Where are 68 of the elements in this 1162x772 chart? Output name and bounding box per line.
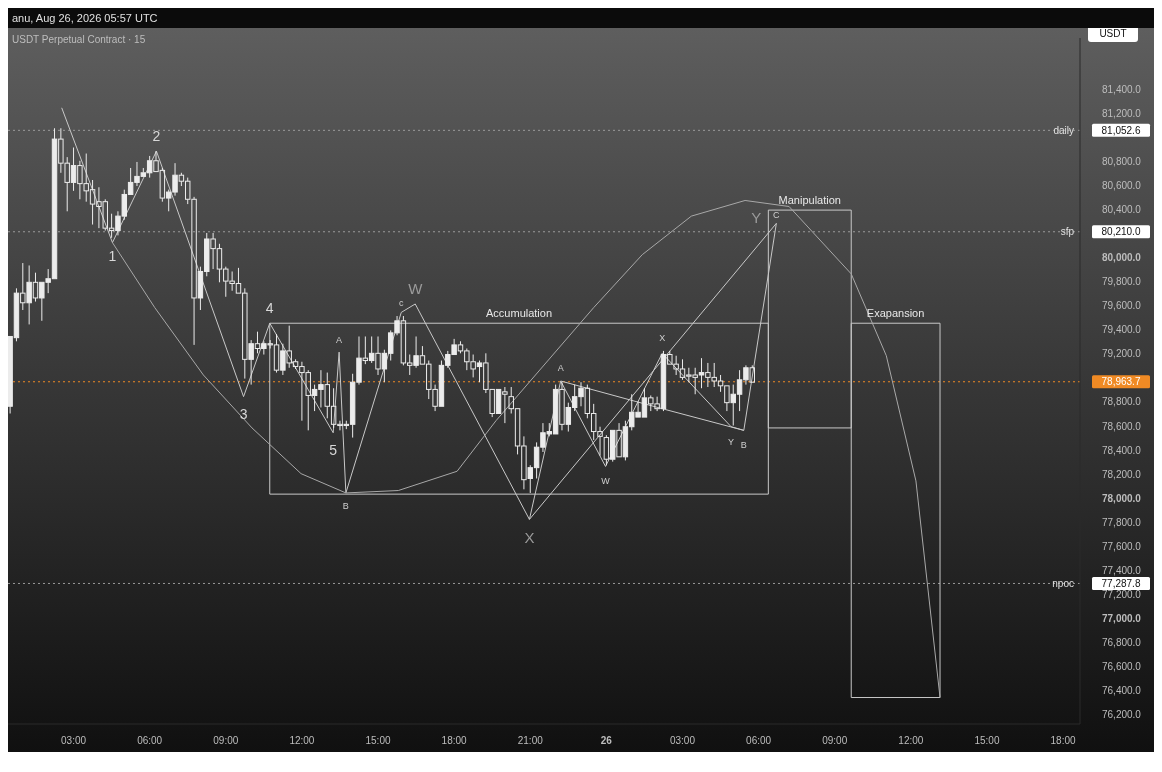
y-tick-label: 77,287.8 (1101, 577, 1141, 589)
annotation: 2 (152, 128, 161, 145)
annotation: B (342, 500, 349, 511)
y-tick-label: 80,600.0 (1102, 179, 1142, 191)
annotation: B (740, 440, 747, 451)
x-tick-label: 03:00 (61, 735, 87, 746)
chart-subtitle: anu, Aug 26, 2026 05:57 UTC (11, 11, 159, 26)
y-tick-label: 81,200.0 (1102, 107, 1142, 119)
y-tick-label: 81,400.0 (1102, 83, 1142, 95)
y-tick-label: 78,200.0 (1102, 468, 1142, 480)
annotation: c (399, 298, 405, 309)
x-tick-label: 12:00 (289, 735, 315, 746)
annotation: W (408, 279, 424, 297)
x-tick-label: 06:00 (137, 735, 163, 746)
annotation: 5 (329, 441, 338, 458)
chart-title: USDT Perpetual Contract · 15 (12, 34, 146, 45)
x-tick-label: 09:00 (822, 735, 848, 746)
y-tick-label: 76,600.0 (1102, 661, 1142, 673)
y-tick-label: 78,963.7 (1101, 376, 1141, 388)
y-tick-label: 78,000.0 (1102, 492, 1142, 504)
y-tick-label: 76,400.0 (1102, 685, 1142, 697)
x-tick-label: 09:00 (213, 735, 239, 746)
y-tick-label: 79,400.0 (1102, 324, 1142, 336)
y-tick-label: 77,600.0 (1102, 540, 1142, 552)
y-tick-label: 77,800.0 (1102, 516, 1142, 528)
y-tick-label: 78,800.0 (1102, 396, 1142, 408)
x-tick-label: 06:00 (746, 735, 772, 746)
x-tick-label: 18:00 (1050, 735, 1077, 746)
y-tick-label: 80,400.0 (1102, 203, 1142, 215)
y-tick-label: 77,400.0 (1102, 564, 1142, 576)
y-tick-label: 79,200.0 (1102, 348, 1142, 360)
x-tick-label: 12:00 (898, 735, 924, 746)
y-tick-label: 79,600.0 (1102, 300, 1142, 312)
y-tick-label: 78,600.0 (1102, 420, 1142, 432)
x-tick-label: 03:00 (669, 735, 696, 746)
y-tick-label: 79,800.0 (1102, 276, 1142, 288)
y-axis-title: USDT (1099, 28, 1127, 39)
y-tick-label: 77,200.0 (1102, 589, 1142, 601)
annotation: 3 (239, 405, 248, 422)
ref-line-label: daily (1053, 124, 1074, 136)
y-tick-label: 76,200.0 (1102, 709, 1142, 721)
annotation: A (557, 363, 564, 373)
annotation: 4 (265, 300, 274, 317)
annotation: Y (728, 436, 735, 447)
y-tick-label: 77,000.0 (1102, 613, 1142, 625)
ref-line-label: npoc (1052, 577, 1074, 589)
x-tick-label: 26 (600, 735, 613, 746)
y-tick-label: 80,800.0 (1102, 155, 1142, 167)
y-tick-label: 76,800.0 (1102, 637, 1142, 649)
annotation: Y (751, 209, 762, 227)
x-tick-label: 21:00 (517, 735, 544, 746)
x-tick-label: 15:00 (365, 735, 391, 746)
x-tick-label: 18:00 (441, 735, 468, 746)
annotation: Manipulation (778, 194, 841, 207)
annotation: C (773, 210, 781, 221)
annotation: X (524, 529, 535, 547)
y-tick-label: 80,000.0 (1102, 252, 1142, 264)
y-tick-label: 78,400.0 (1102, 444, 1142, 456)
y-tick-label: 81,052.6 (1101, 124, 1141, 136)
annotation: 1 (108, 247, 117, 264)
y-tick-label: 80,210.0 (1101, 226, 1141, 238)
ref-line-label: sfp (1060, 226, 1075, 238)
annotation: W (601, 476, 611, 487)
annotation: A (336, 335, 343, 346)
annotation: Exapansion (866, 307, 925, 320)
annotation: X (659, 333, 666, 344)
annotation: Accumulation (486, 307, 553, 320)
x-tick-label: 15:00 (974, 735, 1000, 746)
